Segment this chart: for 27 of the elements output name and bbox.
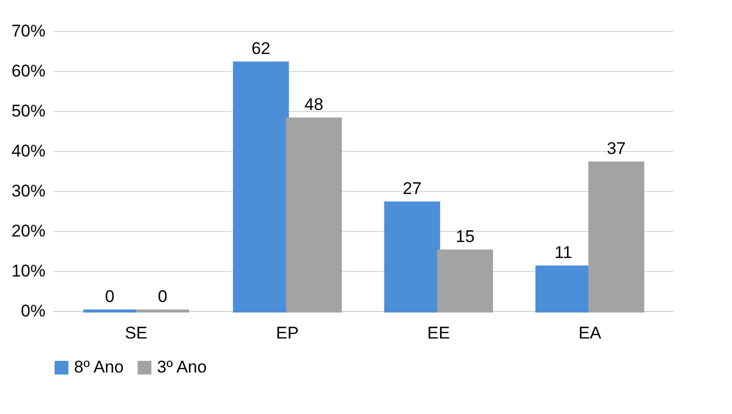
data-label: 62: [251, 39, 270, 58]
x-tick-label: EE: [427, 324, 450, 342]
bar: [437, 250, 494, 312]
bar: [232, 62, 289, 312]
data-label: 11: [554, 243, 572, 262]
y-tick-label: 20%: [11, 222, 46, 240]
x-tick-label: EP: [276, 324, 299, 342]
legend-label: 3º Ano: [157, 358, 207, 377]
data-label: 0: [158, 287, 168, 306]
y-tick-label: 40%: [11, 142, 46, 160]
data-label: 15: [456, 227, 475, 246]
bar: [588, 162, 644, 312]
y-tick-label: 0%: [20, 302, 46, 320]
y-tick-label: 50%: [11, 102, 46, 120]
y-tick-label: 10%: [11, 262, 46, 280]
bar: [286, 118, 342, 312]
data-label: 48: [304, 95, 324, 114]
data-label: 37: [606, 139, 626, 158]
bar: [384, 202, 440, 312]
x-tick-label: SE: [124, 324, 148, 342]
data-label: 0: [104, 287, 114, 306]
y-tick-label: 70%: [11, 22, 46, 40]
y-tick-label: 30%: [11, 182, 46, 200]
legend-label: 8º Ano: [74, 358, 124, 377]
x-tick-label: EA: [578, 324, 602, 342]
y-tick-label: 60%: [11, 62, 46, 80]
data-label: 27: [402, 179, 422, 198]
